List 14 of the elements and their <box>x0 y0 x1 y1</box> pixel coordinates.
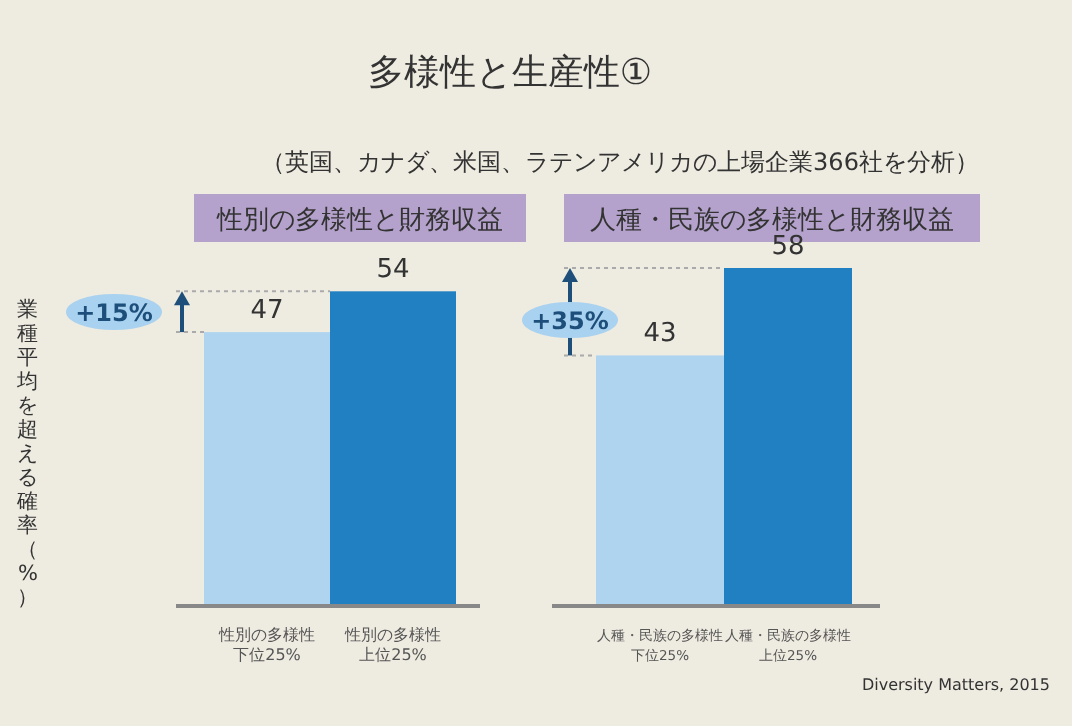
data-label: 47 <box>250 296 284 327</box>
x-tick-label: 性別の多様性下位25% <box>217 626 315 664</box>
text: Diversity Matters, 2015 <box>861 676 1050 694</box>
x-tick-label: 性別の多様性上位25% <box>343 626 441 664</box>
chart-title: 人種・民族の多様性と財務収益 <box>590 206 954 236</box>
data-label: 43 <box>643 319 677 350</box>
data-label: 54 <box>376 255 410 286</box>
text: 業種平均を超える確率（%） <box>17 298 39 610</box>
text: （英国、カナダ、米国、ラテンアメリカの上場企業366社を分析） <box>261 148 979 176</box>
text: 多様性と生産性① <box>367 52 653 94</box>
chart-title: 性別の多様性と財務収益 <box>215 206 503 236</box>
text: +15% <box>75 299 153 327</box>
annotation: +35% <box>531 307 609 335</box>
data-label: 58 <box>771 232 805 262</box>
